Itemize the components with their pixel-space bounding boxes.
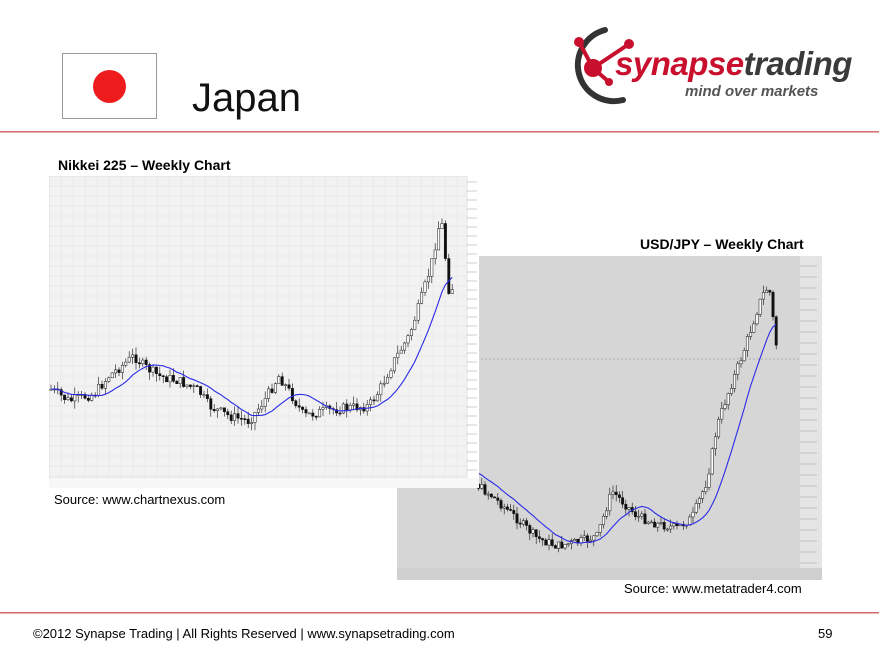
footer-divider bbox=[0, 612, 879, 614]
slide-title: Japan bbox=[192, 76, 301, 120]
flag-red-disc bbox=[93, 70, 126, 103]
logo-molecule-icon bbox=[574, 27, 634, 105]
usdjpy-chart-title: USD/JPY – Weekly Chart bbox=[640, 236, 804, 252]
nikkei-chart-title: Nikkei 225 – Weekly Chart bbox=[58, 157, 231, 173]
nikkei-weekly-chart-image bbox=[49, 176, 479, 488]
header-divider bbox=[0, 131, 879, 133]
page-number: 59 bbox=[818, 626, 833, 641]
footer-copyright: ©2012 Synapse Trading | All Rights Reser… bbox=[33, 626, 455, 641]
logo-wordmark: synapsetrading bbox=[615, 45, 852, 82]
synapse-trading-logo: synapsetrading mind over markets bbox=[565, 22, 855, 112]
japan-flag-image bbox=[62, 53, 157, 119]
nikkei-source-text: Source: www.chartnexus.com bbox=[54, 492, 226, 507]
logo-tagline: mind over markets bbox=[685, 83, 819, 100]
usdjpy-source-text: Source: www.metatrader4.com bbox=[624, 581, 802, 596]
